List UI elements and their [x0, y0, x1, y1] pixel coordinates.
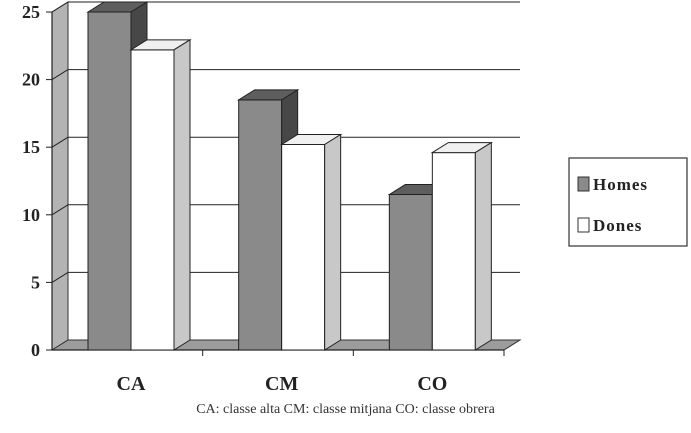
bar-side [474, 141, 492, 351]
y-tick-label: 5 [31, 272, 40, 292]
bar-front [388, 194, 433, 351]
legend-label-homes: Homes [593, 175, 648, 194]
bar-dones-co [430, 141, 494, 351]
bar-chart: 0 5 10 15 20 25 CA CM CO Homes Dones [22, 1, 688, 395]
x-category-label: CO [417, 373, 447, 395]
y-tick-label: 15 [22, 137, 40, 157]
bars [86, 1, 494, 351]
y-tick-label: 20 [22, 70, 40, 90]
bar-dones-cm [279, 133, 343, 351]
bar-front [238, 99, 283, 351]
y-tick-label: 10 [22, 205, 40, 225]
gridline-side [51, 69, 69, 81]
x-category-label: CA [117, 373, 146, 395]
bar-front [431, 152, 476, 351]
x-category-label: CM [265, 373, 298, 395]
gridline-side [51, 204, 69, 216]
gridline-side [51, 136, 69, 148]
legend-swatch-homes [577, 176, 590, 192]
bar-front [87, 11, 132, 351]
legend-label-dones: Dones [593, 216, 642, 235]
bar-dones-ca [129, 38, 192, 351]
gridline-side [51, 271, 69, 283]
chart-caption: CA: classe alta CM: classe mitjana CO: c… [196, 402, 495, 417]
bar-side [324, 133, 342, 351]
y-tick-label: 0 [31, 340, 40, 360]
legend: Homes Dones [568, 157, 688, 247]
bar-side [173, 38, 191, 351]
bar-front [281, 143, 326, 351]
bar-front [130, 49, 175, 351]
x-axis: CA CM CO [117, 350, 505, 395]
side-wall [51, 1, 69, 351]
legend-swatch-dones [577, 217, 590, 233]
gridline-side [51, 1, 69, 13]
y-tick-label: 25 [22, 2, 40, 22]
